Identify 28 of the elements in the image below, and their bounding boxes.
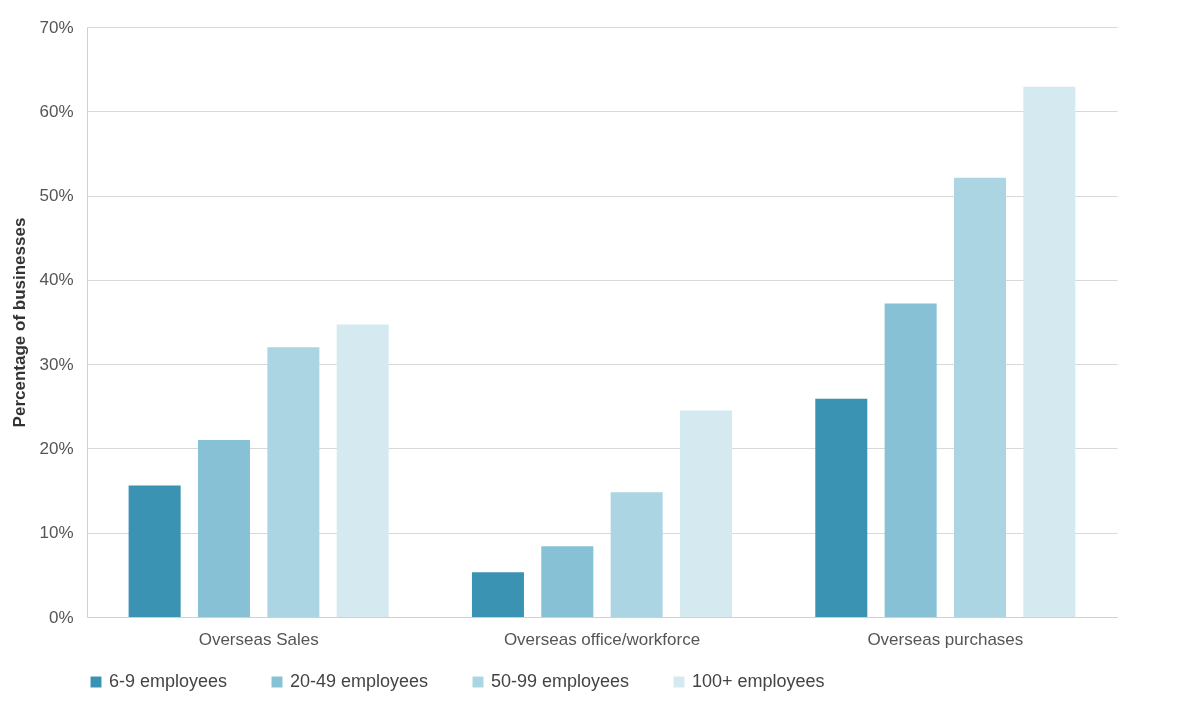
y-tick-label: 10% bbox=[39, 523, 74, 543]
y-tick-label: 70% bbox=[39, 17, 74, 37]
legend-label: 100+ employees bbox=[692, 671, 825, 691]
x-tick-label: Overseas Sales bbox=[198, 629, 319, 649]
bar bbox=[541, 546, 594, 617]
y-tick-label: 20% bbox=[39, 438, 74, 458]
bar bbox=[336, 324, 389, 617]
bar bbox=[815, 398, 868, 617]
y-tick-label: 40% bbox=[39, 270, 74, 290]
legend-label: 6-9 employees bbox=[109, 671, 228, 691]
bar bbox=[680, 410, 733, 617]
bar bbox=[884, 303, 937, 617]
y-tick-label: 50% bbox=[39, 186, 74, 206]
y-tick-label: 0% bbox=[48, 607, 74, 627]
bar bbox=[954, 177, 1007, 617]
bar bbox=[471, 572, 524, 617]
legend-label: 50-99 employees bbox=[491, 671, 630, 691]
legend-label: 20-49 employees bbox=[290, 671, 429, 691]
y-tick-label: 60% bbox=[39, 101, 74, 121]
bar bbox=[197, 440, 250, 617]
x-tick-label: Overseas office/workforce bbox=[503, 629, 701, 649]
x-tick-label: Overseas purchases bbox=[867, 629, 1024, 649]
bar bbox=[128, 485, 181, 617]
bar bbox=[1023, 86, 1076, 617]
bar bbox=[267, 347, 320, 617]
y-tick-label: 30% bbox=[39, 354, 74, 374]
bar bbox=[610, 492, 663, 617]
y-axis-title: Percentage of businesses bbox=[10, 217, 30, 428]
